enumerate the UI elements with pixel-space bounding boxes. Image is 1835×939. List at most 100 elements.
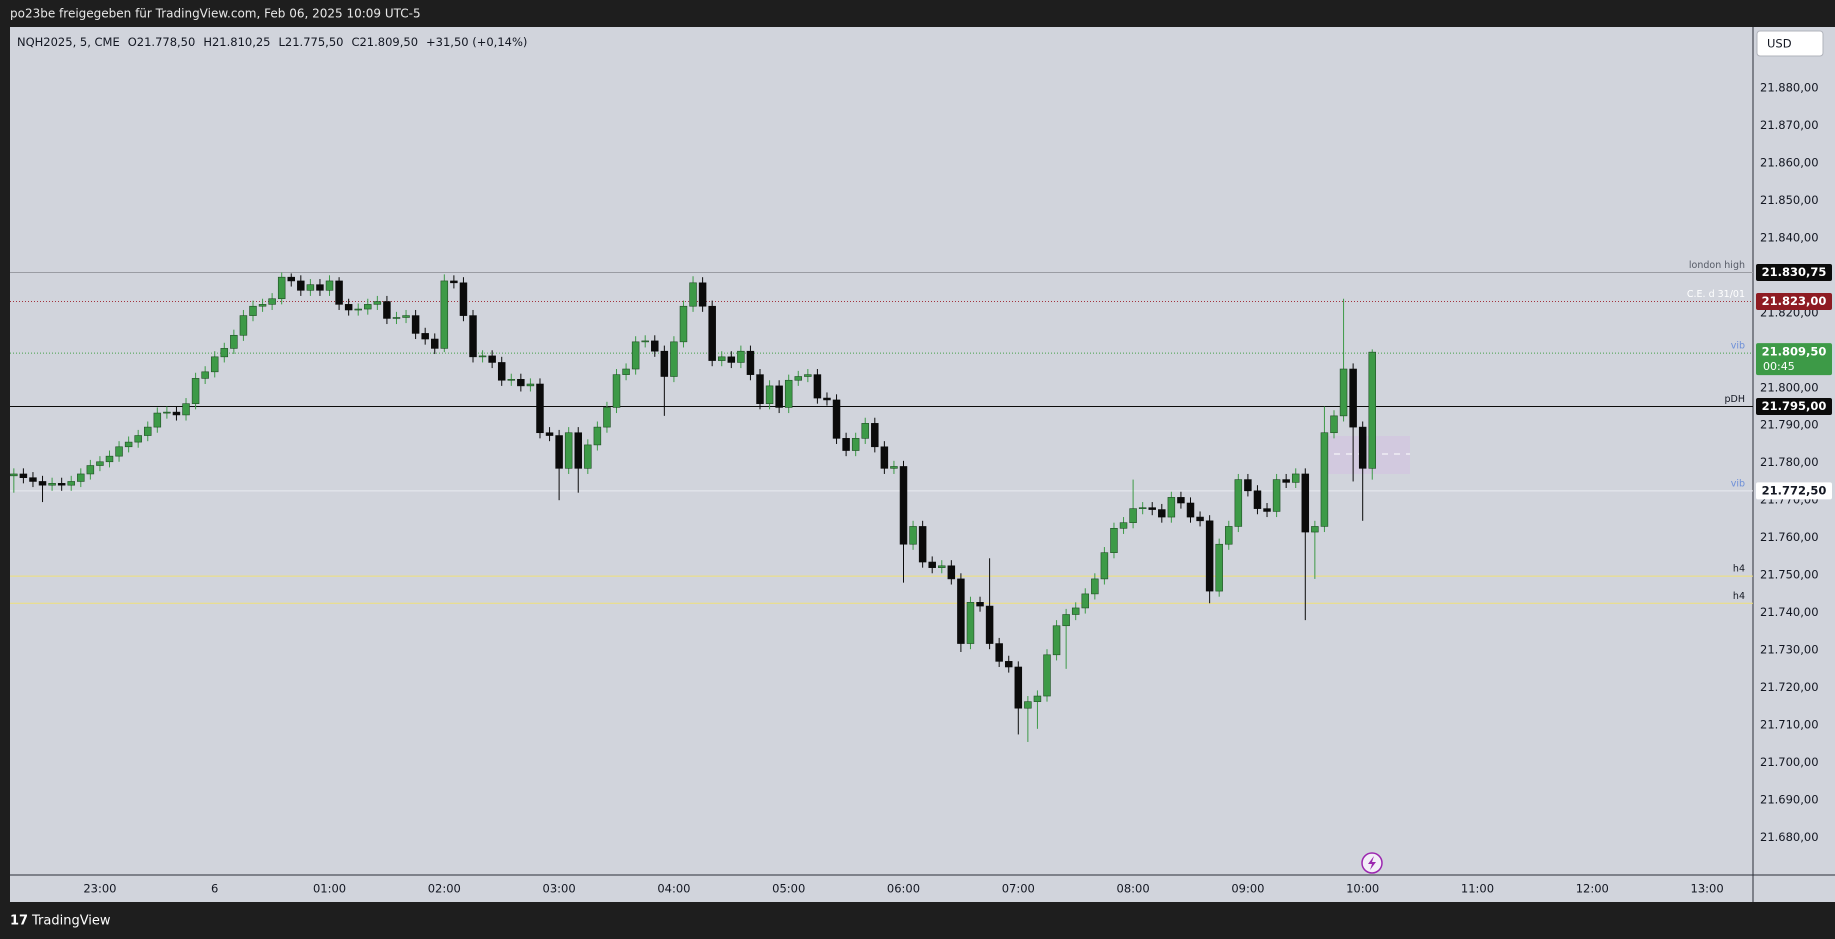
level-axis-box <box>1756 293 1832 311</box>
candle-body <box>201 371 209 379</box>
candle-body <box>230 334 238 349</box>
level-axis-box <box>1756 263 1832 281</box>
candle-body <box>354 308 362 311</box>
candle-body <box>784 379 793 408</box>
candle-body <box>67 481 75 486</box>
candle-body <box>995 643 1003 662</box>
level-name: h4 <box>1733 564 1745 575</box>
candle-body <box>1234 479 1243 527</box>
countdown-label: 00:45 <box>1763 360 1795 373</box>
candle-body <box>1158 509 1166 518</box>
candle-body <box>507 379 516 381</box>
candle-body <box>86 465 95 475</box>
candle-body <box>603 407 611 428</box>
candle-body <box>96 461 104 466</box>
brand-logo: 17 <box>10 914 28 929</box>
candle-body <box>1004 661 1013 668</box>
candle-body <box>325 280 334 291</box>
currency-button[interactable] <box>1756 30 1824 57</box>
candle-body <box>182 403 190 416</box>
y-tick-label: 21.700,00 <box>1760 755 1819 769</box>
candle-body <box>957 578 965 644</box>
candle-body <box>124 441 133 448</box>
candle-body <box>1244 479 1252 492</box>
candle-body <box>469 315 477 358</box>
candle-body <box>947 565 956 580</box>
candle-body <box>1100 552 1109 580</box>
candle-body <box>1339 368 1348 417</box>
candle-body <box>29 477 37 482</box>
legend-item: H21.810,25 <box>203 35 270 49</box>
candle-body <box>163 411 171 414</box>
candle-body <box>842 438 850 451</box>
candle-body <box>660 350 669 377</box>
candle-body <box>478 355 487 358</box>
candle-body <box>115 446 123 457</box>
candle-body <box>1291 473 1300 483</box>
candle-body <box>689 282 697 307</box>
y-tick-label: 21.720,00 <box>1760 680 1819 694</box>
level-axis-label: 21.772,50 <box>1762 483 1827 497</box>
candle-body <box>909 526 917 545</box>
candle-body <box>737 350 745 363</box>
y-tick-label: 21.740,00 <box>1760 605 1819 619</box>
candle-body <box>890 466 898 469</box>
candle-body <box>1215 543 1223 592</box>
candle-body <box>555 435 563 469</box>
candle-body <box>1091 578 1099 595</box>
y-tick-label: 21.850,00 <box>1760 193 1819 207</box>
candle-body <box>612 374 621 408</box>
candle-body <box>976 602 984 607</box>
candle-body <box>1014 666 1023 709</box>
candle-body <box>364 304 372 310</box>
candle-body <box>717 356 726 361</box>
candle-body <box>402 315 410 318</box>
candle-body <box>268 298 276 305</box>
candle-body <box>1301 473 1310 533</box>
candle-body <box>48 483 56 486</box>
level-axis-label: 21.823,00 <box>1762 294 1827 308</box>
legend-item: L21.775,50 <box>279 35 344 49</box>
candle-body <box>698 282 707 307</box>
candle-body <box>1320 432 1329 527</box>
level-axis-box <box>1756 397 1832 415</box>
candle-body <box>19 473 28 479</box>
candle-body <box>756 374 764 404</box>
y-tick-label: 21.860,00 <box>1760 155 1819 169</box>
brand-name: TradingView <box>31 914 111 929</box>
candle-body <box>1225 526 1233 545</box>
candle-body <box>574 432 582 469</box>
candle-body <box>584 444 592 469</box>
candle-body <box>220 348 229 358</box>
candle-body <box>1081 593 1090 609</box>
candle-body <box>1358 426 1367 469</box>
candle-body <box>899 466 908 545</box>
candle-body <box>679 305 688 343</box>
level-name: C.E. d 31/01 <box>1687 289 1745 300</box>
candle-body <box>1368 351 1377 469</box>
candle-body <box>861 423 869 439</box>
candle-body <box>651 340 659 352</box>
y-tick-label: 21.710,00 <box>1760 718 1819 732</box>
legend-symbol: NQH2025, 5, CME <box>17 35 120 49</box>
candle-body <box>832 399 841 439</box>
x-tick-label: 13:00 <box>1691 882 1724 896</box>
level-name: vib <box>1731 341 1745 352</box>
y-tick-label: 21.760,00 <box>1760 530 1819 544</box>
candle-body <box>517 379 525 387</box>
candle-body <box>459 282 468 316</box>
candle-body <box>1186 502 1195 518</box>
y-tick-label: 21.780,00 <box>1760 455 1819 469</box>
candle-body <box>631 341 640 370</box>
y-tick-label: 21.840,00 <box>1760 230 1819 244</box>
candle-body <box>775 385 783 408</box>
candle-body <box>727 356 736 363</box>
last-price-box <box>1756 343 1832 376</box>
candle-body <box>1043 654 1051 697</box>
x-tick-label: 03:00 <box>543 882 576 896</box>
candle-body <box>1033 695 1042 702</box>
candle-body <box>1110 528 1118 553</box>
level-name: h4 <box>1733 591 1745 602</box>
